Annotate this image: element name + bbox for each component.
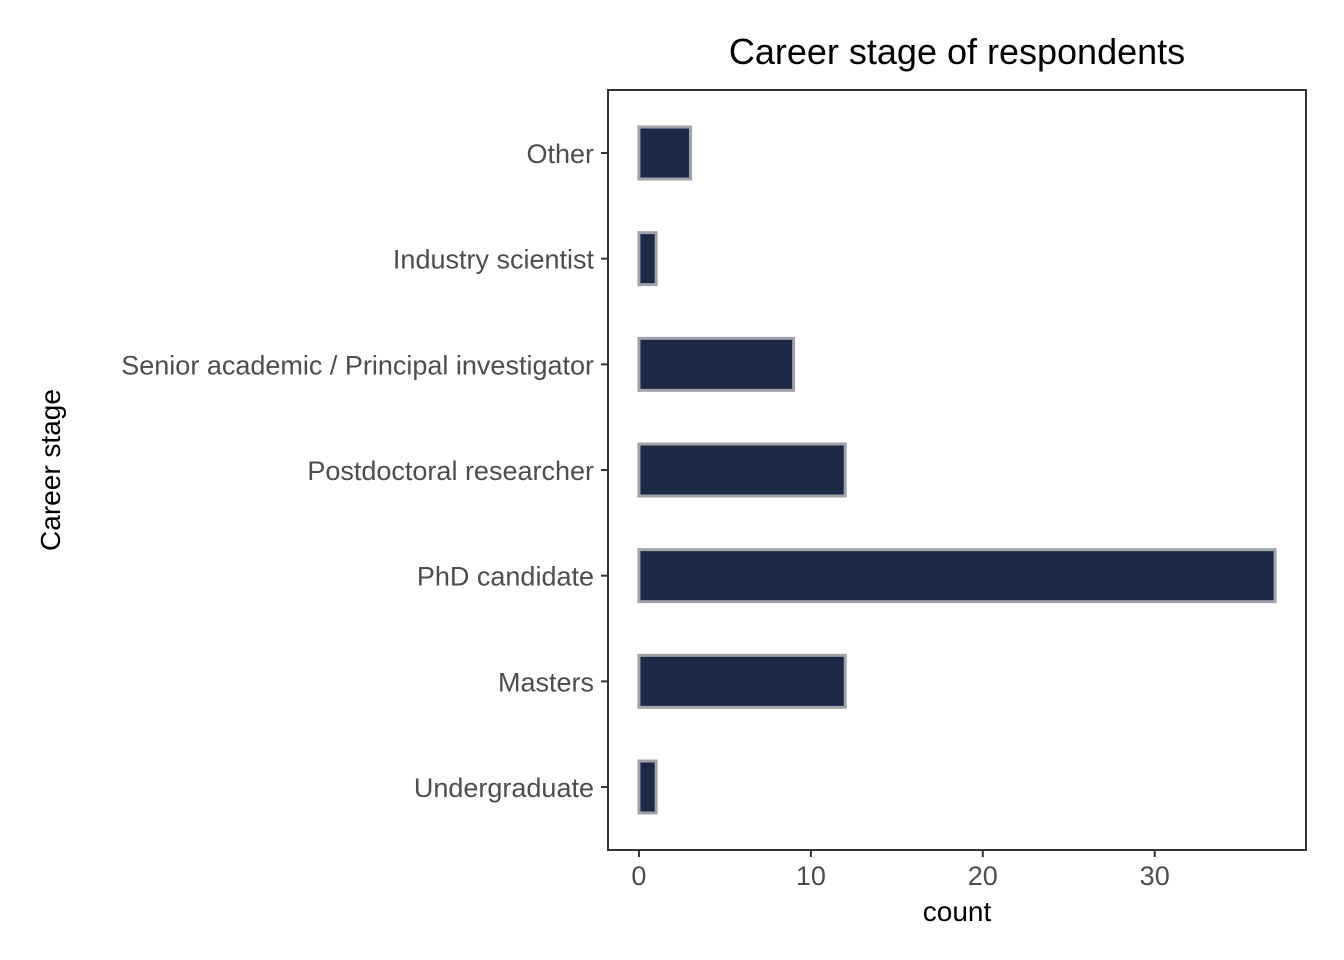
y-tick-label-category-6: Undergraduate (414, 773, 594, 803)
bar-category-4 (637, 548, 1277, 604)
x-axis: 0 10 20 30 (631, 850, 1170, 891)
plot-panel-border (607, 89, 1307, 851)
bar-category-1 (637, 231, 658, 287)
y-tick-label-category-2: Senior academic / Principal investigator (121, 350, 594, 380)
y-tick-label-category-4: PhD candidate (417, 562, 594, 592)
x-tick-label-20: 20 (968, 861, 998, 891)
bar-category-5 (637, 653, 847, 709)
chart-title: Career stage of respondents (729, 31, 1185, 72)
bars-layer (637, 125, 1277, 815)
x-tick-label-30: 30 (1140, 861, 1170, 891)
x-tick-label-0: 0 (631, 861, 646, 891)
y-tick-label-category-0: Other (526, 139, 594, 169)
y-axis-title: Career stage (35, 389, 66, 551)
x-tick-label-10: 10 (796, 861, 826, 891)
bar-category-6 (637, 759, 658, 815)
y-tick-label-category-5: Masters (498, 667, 594, 697)
y-tick-label-category-1: Industry scientist (393, 245, 595, 275)
x-axis-title: count (923, 896, 992, 927)
bar-category-3 (637, 442, 847, 498)
y-tick-label-category-3: Postdoctoral researcher (307, 456, 594, 486)
y-axis: Other Industry scientist Senior academic /… (121, 139, 608, 803)
bar-category-2 (637, 336, 796, 392)
bar-category-0 (637, 125, 693, 181)
